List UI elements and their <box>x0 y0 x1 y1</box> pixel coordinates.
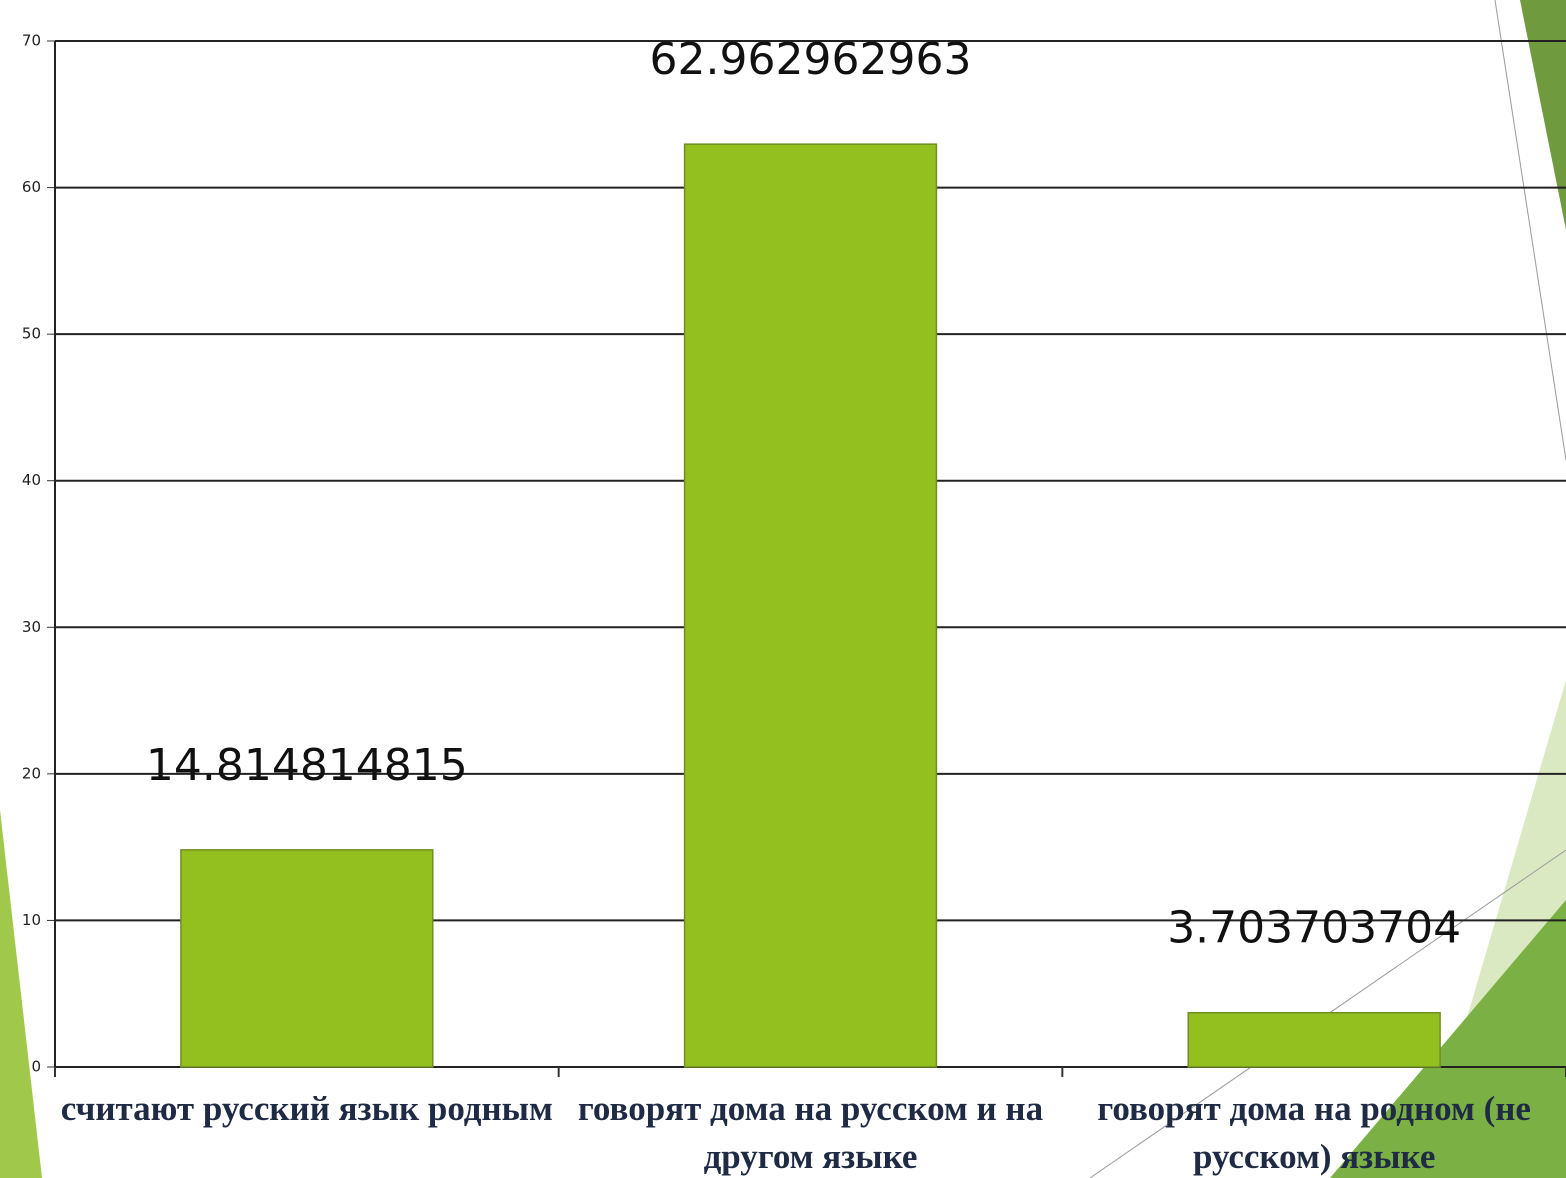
x-tick-label: считают русский язык родным <box>60 1089 553 1128</box>
y-tick-label: 60 <box>22 178 41 196</box>
data-label: 3.703703704 <box>1167 903 1461 954</box>
y-tick-label: 50 <box>22 325 41 343</box>
bar <box>1187 1011 1441 1068</box>
y-tick-label: 10 <box>22 911 41 929</box>
data-label: 14.814814815 <box>146 740 468 791</box>
decor-left <box>0 810 42 1178</box>
data-label: 62.962962963 <box>650 34 972 85</box>
bar <box>683 143 938 1068</box>
decor-line <box>1494 0 1566 461</box>
x-tick-label: говорят дома на родном (не русском) язык… <box>1097 1089 1531 1176</box>
y-tick-label: 70 <box>22 32 41 50</box>
bar <box>180 849 434 1068</box>
y-tick-label: 30 <box>22 618 41 636</box>
y-tick-label: 40 <box>22 471 41 489</box>
decor-bottom-right <box>1330 900 1566 1178</box>
x-tick-label: говорят дома на русском и на другом язык… <box>577 1089 1044 1176</box>
decor-top-right <box>1520 0 1566 230</box>
y-tick-label: 0 <box>31 1058 41 1076</box>
y-tick-label: 20 <box>22 764 41 782</box>
